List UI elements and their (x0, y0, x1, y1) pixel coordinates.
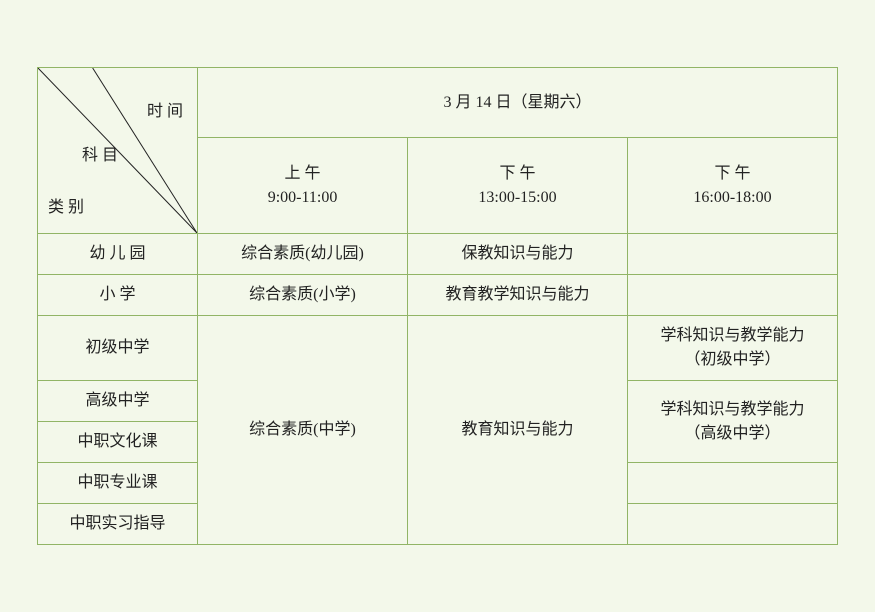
diag-label-time: 时 间 (147, 100, 183, 124)
header-col3: 下 午 16:00-18:00 (628, 138, 838, 234)
row1-label: 幼 儿 园 (38, 234, 198, 275)
schedule-table: 时 间 科 目 类 别 3 月 14 日（星期六） 上 午 9:00-11:00… (37, 67, 838, 545)
row7-c3 (628, 504, 838, 545)
row1-c2: 保教知识与能力 (408, 234, 628, 275)
diagonal-header-cell: 时 间 科 目 类 别 (38, 68, 198, 234)
merged-c3-top: 学科知识与教学能力 （初级中学） (628, 316, 838, 381)
header-col1: 上 午 9:00-11:00 (198, 138, 408, 234)
row5-label: 中职文化课 (38, 422, 198, 463)
header-col3-time: 16:00-18:00 (632, 186, 833, 210)
row6-label: 中职专业课 (38, 463, 198, 504)
row2-c2: 教育教学知识与能力 (408, 275, 628, 316)
header-col3-label: 下 午 (632, 162, 833, 186)
header-col2-time: 13:00-15:00 (412, 186, 623, 210)
merged-c1: 综合素质(中学) (198, 316, 408, 545)
row2-label: 小 学 (38, 275, 198, 316)
header-date: 3 月 14 日（星期六） (198, 68, 838, 138)
header-col2-label: 下 午 (412, 162, 623, 186)
merged-c3-mid: 学科知识与教学能力 （高级中学） (628, 381, 838, 463)
header-col1-time: 9:00-11:00 (202, 186, 403, 210)
row3-label: 初级中学 (38, 316, 198, 381)
row2-c1: 综合素质(小学) (198, 275, 408, 316)
row4-label: 高级中学 (38, 381, 198, 422)
row6-c3 (628, 463, 838, 504)
header-col2: 下 午 13:00-15:00 (408, 138, 628, 234)
row1-c1: 综合素质(幼儿园) (198, 234, 408, 275)
diag-label-category: 类 别 (48, 196, 84, 220)
row1-c3 (628, 234, 838, 275)
row2-c3 (628, 275, 838, 316)
diag-label-subject: 科 目 (82, 144, 118, 168)
header-col1-label: 上 午 (202, 162, 403, 186)
row7-label: 中职实习指导 (38, 504, 198, 545)
merged-c2: 教育知识与能力 (408, 316, 628, 545)
